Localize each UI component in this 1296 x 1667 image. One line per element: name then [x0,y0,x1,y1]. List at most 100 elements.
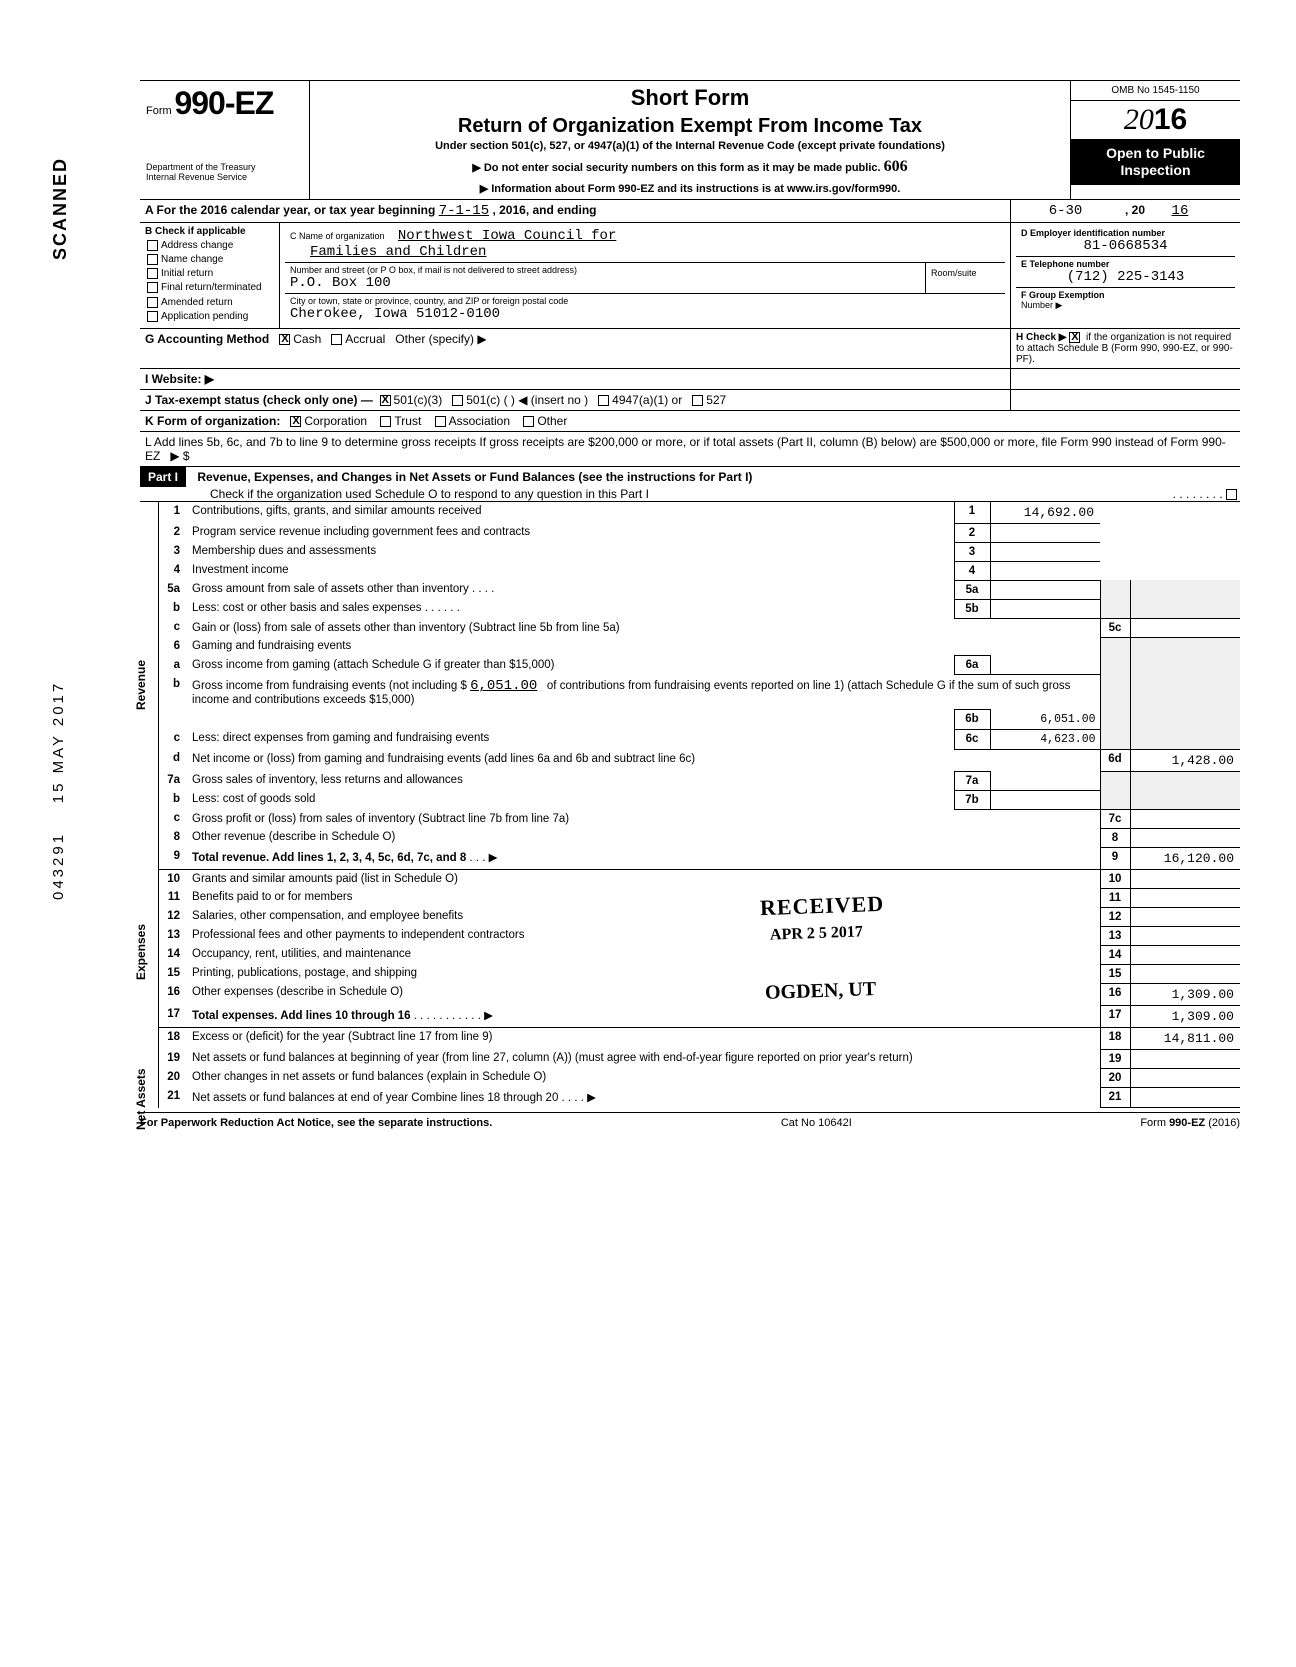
a7c[interactable] [1130,809,1240,828]
a1[interactable]: 14,692.00 [990,502,1100,524]
tax-year-end[interactable]: 16 [1148,203,1188,219]
inspection-text: Inspection [1073,162,1238,179]
cb-initial[interactable] [147,268,158,279]
ia6c[interactable]: 4,623.00 [990,729,1100,749]
a11[interactable] [1130,888,1240,907]
n1: 1 [159,502,188,524]
n13: 13 [159,926,188,945]
cb-501c3[interactable] [380,395,391,406]
open-public: Open to Public Inspection [1071,139,1240,185]
ssn-warning: ▶ Do not enter social security numbers o… [316,158,1064,176]
b5c: 5c [1100,618,1130,637]
tax-year-begin[interactable]: 7-1-15 [439,203,489,219]
a19[interactable] [1130,1049,1240,1068]
a18[interactable]: 14,811.00 [1130,1027,1240,1049]
phone[interactable]: (712) 225-3143 [1021,269,1230,285]
a17[interactable]: 1,309.00 [1130,1005,1240,1027]
b6d: 6d [1100,749,1130,771]
n2: 2 [159,523,188,542]
ia6b[interactable]: 6,051.00 [990,710,1100,730]
ia7b[interactable] [990,790,1100,809]
b4: 4 [954,561,990,580]
footer-left: For Paperwork Reduction Act Notice, see … [140,1117,492,1129]
cb-trust[interactable] [380,416,391,427]
cb-h[interactable] [1069,332,1080,343]
a12[interactable] [1130,907,1240,926]
cb-pending[interactable] [147,311,158,322]
ia6a[interactable] [990,656,1100,675]
cb-corp[interactable] [290,416,301,427]
a6d[interactable]: 1,428.00 [1130,749,1240,771]
t19: Net assets or fund balances at beginning… [188,1049,1100,1068]
org-name-2[interactable]: Families and Children [310,244,486,260]
t16: Other expenses (describe in Schedule O) [188,983,1100,1005]
t5b: Less: cost or other basis and sales expe… [192,602,422,614]
ib6a: 6a [954,656,990,675]
lbl-accrual: Accrual [345,332,385,346]
ia5a[interactable] [990,580,1100,599]
cb-4947[interactable] [598,395,609,406]
n6c: c [159,729,188,749]
section-h: H Check ▶ if the organization is not req… [1010,329,1240,368]
b14: 14 [1100,945,1130,964]
org-city[interactable]: Cherokee, Iowa 51012-0100 [290,306,1000,322]
a16[interactable]: 1,309.00 [1130,983,1240,1005]
a3[interactable] [990,542,1100,561]
a15[interactable] [1130,964,1240,983]
contrib6b[interactable]: 6,051.00 [470,678,537,694]
a2[interactable] [990,523,1100,542]
lbl-other-org: Other [537,414,567,428]
f-label: F Group Exemption [1021,290,1230,300]
t12: Salaries, other compensation, and employ… [188,907,1100,926]
b13: 13 [1100,926,1130,945]
a20[interactable] [1130,1068,1240,1087]
tax-year-end-month[interactable]: 6-30 [1049,203,1083,219]
lbl-4947: 4947(a)(1) or [612,393,682,407]
part1-title: Revenue, Expenses, and Changes in Net As… [197,470,752,484]
cb-address[interactable] [147,240,158,251]
margin-date: 043291 15 MAY 2017 [50,681,67,900]
b21: 21 [1100,1087,1130,1107]
n5b: b [159,599,188,618]
street-label: Number and street (or P O box, if mail i… [290,265,920,275]
a10[interactable] [1130,869,1240,888]
a13[interactable] [1130,926,1240,945]
j-label: J Tax-exempt status (check only one) — [145,393,373,407]
cb-accrual[interactable] [331,334,342,345]
n6d: d [159,749,188,771]
n7c: c [159,809,188,828]
cb-amended[interactable] [147,297,158,308]
org-street[interactable]: P.O. Box 100 [290,275,920,291]
section-c: C Name of organization Northwest Iowa Co… [280,223,1010,328]
t6d: Net income or (loss) from gaming and fun… [188,749,1100,771]
return-title: Return of Organization Exempt From Incom… [316,115,1064,138]
footer-right: Form 990-EZ (2016) [1140,1117,1240,1129]
org-name-1[interactable]: Northwest Iowa Council for [398,228,616,244]
t14: Occupancy, rent, utilities, and maintena… [188,945,1100,964]
cb-part1[interactable] [1226,489,1237,500]
a8[interactable] [1130,828,1240,847]
ein[interactable]: 81-0668534 [1021,238,1230,254]
form-label: Form [146,105,172,117]
t7a: Gross sales of inventory, less returns a… [188,771,954,790]
a14[interactable] [1130,945,1240,964]
n21: 21 [159,1087,188,1107]
cb-other-org[interactable] [523,416,534,427]
cb-501c[interactable] [452,395,463,406]
a9[interactable]: 16,120.00 [1130,847,1240,869]
cb-527[interactable] [692,395,703,406]
a4[interactable] [990,561,1100,580]
cb-assoc[interactable] [435,416,446,427]
cb-name[interactable] [147,254,158,265]
ia5b[interactable] [990,599,1100,618]
a21[interactable] [1130,1087,1240,1107]
n6: 6 [159,637,188,656]
b3: 3 [954,542,990,561]
n7a: 7a [159,771,188,790]
cb-cash[interactable] [279,334,290,345]
header-mid: Short Form Return of Organization Exempt… [310,81,1070,199]
under-section: Under section 501(c), 527, or 4947(a)(1)… [316,140,1064,152]
cb-final[interactable] [147,282,158,293]
a5c[interactable] [1130,618,1240,637]
ia7a[interactable] [990,771,1100,790]
